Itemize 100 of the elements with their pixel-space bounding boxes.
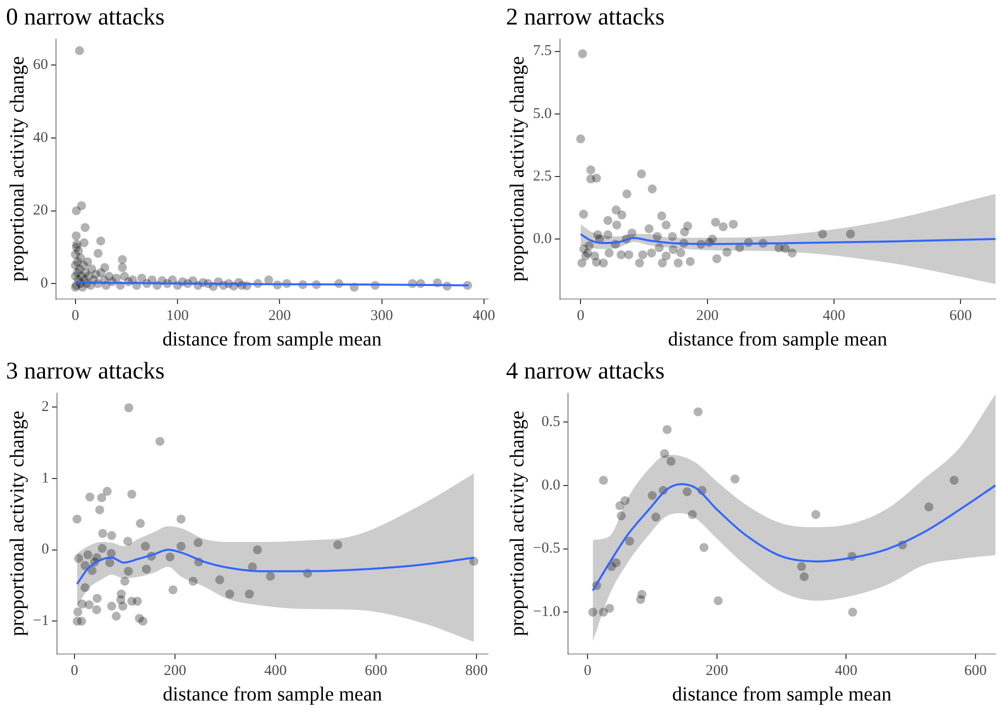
y-axis-title: proportional activity change [6, 410, 28, 636]
x-tick-label: 400 [822, 308, 846, 324]
point [168, 585, 178, 594]
y-axis-title: proportional activity change [506, 410, 528, 636]
y-tick-label: 7.5 [533, 43, 552, 60]
y-tick-label: −0.5 [532, 540, 560, 557]
point [800, 572, 809, 582]
point [244, 590, 254, 599]
point [215, 575, 224, 584]
x-tick-label: 100 [166, 308, 189, 324]
point [797, 562, 806, 572]
x-axis-title: distance from sample mean [672, 683, 892, 706]
point [132, 596, 142, 606]
point [924, 502, 934, 512]
x-tick-label: 0 [72, 308, 80, 324]
y-tick-label: −1.0 [532, 604, 560, 620]
point [92, 594, 102, 603]
y-tick-label: 0 [40, 275, 48, 292]
chart-title: 0 narrow attacks [6, 4, 165, 31]
x-tick-label: 400 [264, 662, 287, 679]
point [620, 496, 630, 506]
y-tick-label: 0 [41, 542, 49, 558]
point [616, 511, 626, 520]
point [97, 493, 106, 502]
y-tick-label: −1 [32, 613, 49, 630]
x-tick-label: 200 [706, 662, 728, 679]
point [588, 608, 598, 617]
point [950, 476, 959, 485]
x-tick-label: 200 [696, 308, 719, 324]
point [848, 608, 858, 617]
point [252, 545, 262, 554]
point [142, 564, 151, 574]
point [662, 425, 672, 434]
point [98, 544, 107, 553]
y-tick-label: 1 [41, 470, 49, 486]
point [118, 602, 128, 611]
x-tick-label: 200 [268, 308, 291, 324]
y-tick-label: 0.0 [533, 230, 552, 247]
y-tick-label: 0.5 [541, 414, 560, 430]
x-tick-label: 600 [949, 308, 972, 324]
point [194, 538, 203, 548]
point [612, 558, 621, 568]
point [83, 550, 92, 560]
point [124, 566, 133, 576]
line-series [592, 483, 996, 592]
x-tick-label: 400 [472, 308, 496, 324]
point [84, 600, 94, 610]
point [105, 558, 114, 568]
point [127, 490, 136, 499]
point [648, 491, 657, 500]
y-tick-label: 2.5 [533, 168, 552, 184]
point [72, 514, 82, 524]
x-tick-label: 400 [834, 662, 858, 679]
point [811, 510, 820, 520]
point [80, 561, 90, 570]
point [123, 536, 132, 546]
y-tick-label: 20 [33, 202, 48, 219]
point [730, 474, 740, 484]
point [176, 542, 186, 551]
y-tick-label: 0.0 [541, 477, 560, 494]
point [107, 602, 116, 611]
y-tick-label: 60 [33, 57, 48, 74]
point [98, 528, 108, 538]
point [106, 548, 116, 558]
point [120, 576, 130, 586]
point [155, 436, 164, 446]
point [107, 531, 116, 540]
point [80, 583, 90, 592]
x-tick-label: 0 [584, 662, 592, 679]
x-axis-title: distance from sample mean [162, 328, 382, 350]
point [694, 407, 703, 416]
point [88, 566, 97, 575]
point [73, 607, 82, 616]
y-tick-label: 40 [33, 130, 48, 146]
point [176, 514, 186, 524]
point [92, 605, 102, 614]
point [598, 476, 608, 485]
point [682, 487, 692, 496]
point [74, 554, 84, 563]
point [95, 505, 104, 514]
x-tick-label: 0 [70, 662, 78, 679]
point [112, 612, 121, 621]
y-tick-label: 5.0 [533, 106, 552, 122]
point [605, 604, 614, 613]
x-axis-title: distance from sample mean [668, 328, 888, 350]
point [165, 552, 174, 562]
point [688, 510, 697, 520]
y-axis-title: proportional activity change [506, 56, 528, 282]
point [85, 492, 94, 502]
point [140, 542, 150, 551]
point [138, 616, 148, 626]
point [188, 576, 198, 586]
x-axis-title: distance from sample mean [162, 683, 382, 706]
point [102, 486, 112, 496]
x-tick-label: 0 [576, 308, 584, 324]
point [77, 616, 86, 626]
point [714, 596, 723, 606]
point [136, 518, 145, 528]
point [699, 542, 708, 552]
point [666, 456, 676, 466]
